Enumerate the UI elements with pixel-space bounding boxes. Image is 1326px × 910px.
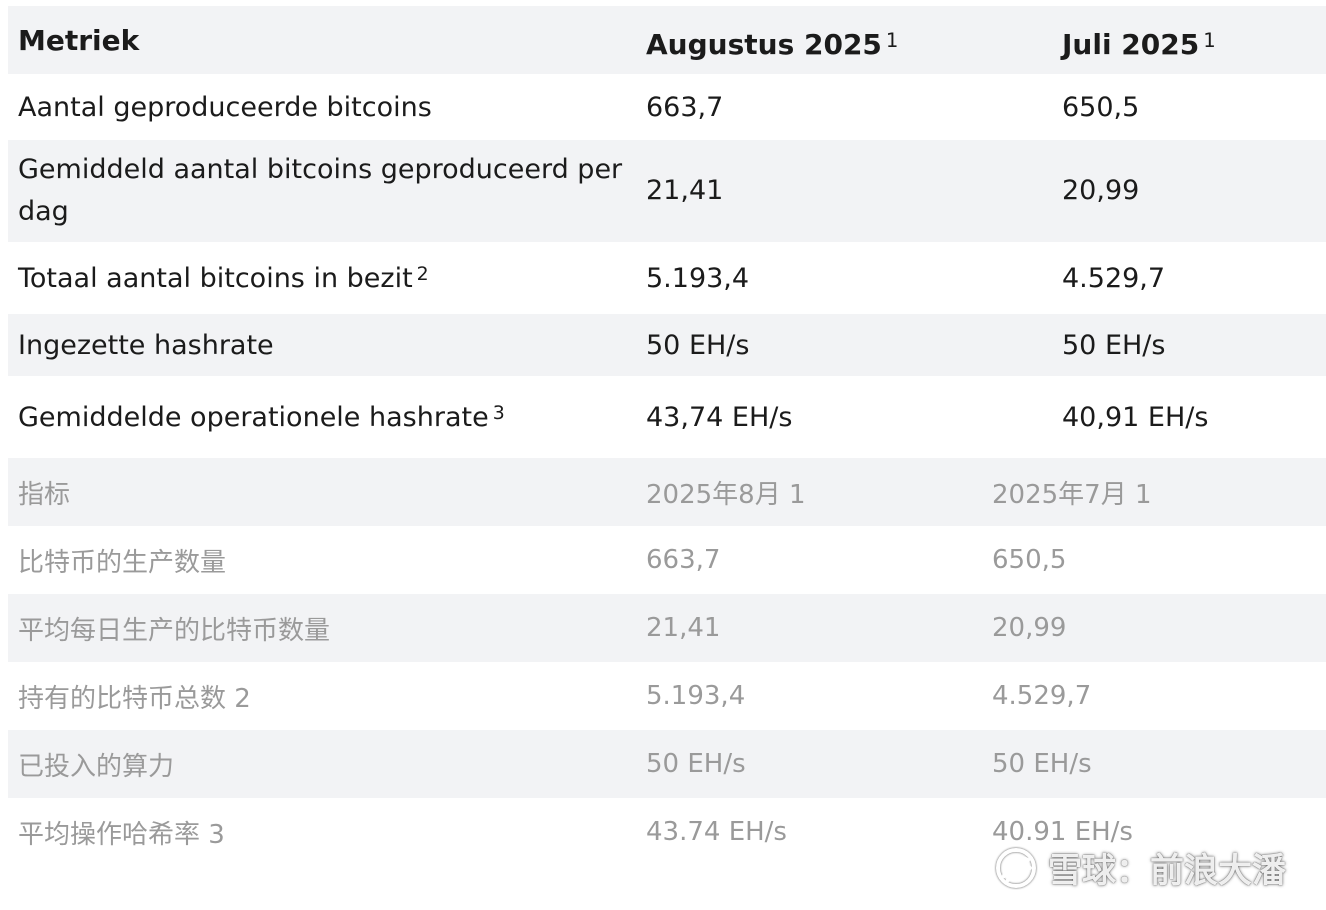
header-july: 2025年7月 1 — [992, 479, 1152, 510]
august-value: 21,41 — [646, 613, 721, 643]
july-value: 4.529,7 — [992, 681, 1092, 711]
august-value: 43,74 EH/s — [646, 401, 793, 433]
july-value: 650,5 — [1062, 91, 1140, 123]
august-value: 43.74 EH/s — [646, 817, 787, 847]
august-value: 5.193,4 — [646, 681, 746, 711]
august-value: 5.193,4 — [646, 262, 750, 294]
july-value: 650,5 — [992, 545, 1067, 575]
august-value: 50 EH/s — [646, 329, 750, 361]
footnote-marker: 1 — [885, 28, 899, 52]
metric-cell: 平均每日生产的比特币数量 — [18, 615, 331, 646]
metric-cell: Totaal aantal bitcoins in bezit 2 — [18, 262, 429, 294]
august-value: 21,41 — [646, 175, 724, 206]
watermark-text: 雪球：前浪大潘 — [1048, 851, 1286, 891]
metric-cell: 持有的比特币总数 2 — [18, 683, 251, 714]
snowball-logo-icon — [994, 846, 1038, 890]
july-value: 20,99 — [1062, 175, 1140, 206]
july-value: 50 EH/s — [992, 749, 1092, 779]
footnote-marker: 1 — [1203, 28, 1216, 52]
july-value: 40,91 EH/s — [1062, 401, 1209, 433]
july-value: 4.529,7 — [1062, 262, 1166, 294]
watermark: 雪球：前浪大潘 — [994, 843, 1286, 892]
table-header-row: Metriek Augustus 2025 1 Juli 2025 1 — [8, 6, 1326, 74]
august-value: 663,7 — [646, 545, 721, 575]
header-august: Augustus 2025 1 — [646, 27, 899, 61]
table-row: 比特币的生产数量 663,7 650,5 — [8, 526, 1326, 594]
table-row: Totaal aantal bitcoins in bezit 2 5.193,4… — [8, 242, 1326, 314]
header-metric: Metriek — [18, 23, 140, 57]
august-value: 663,7 — [646, 91, 724, 123]
metric-cell: Gemiddeld aantal bitcoins geproduceerd p… — [18, 154, 623, 227]
chinese-table: 指标 2025年8月 1 2025年7月 1 比特币的生产数量 663,7 65… — [8, 458, 1326, 866]
table-header-row: 指标 2025年8月 1 2025年7月 1 — [8, 458, 1326, 526]
metric-cell: Aantal geproduceerde bitcoins — [18, 91, 432, 123]
metric-cell: 已投入的算力 — [18, 751, 175, 782]
table-row: 持有的比特币总数 2 5.193,4 4.529,7 — [8, 662, 1326, 730]
footnote-marker: 3 — [492, 401, 505, 424]
dutch-table: Metriek Augustus 2025 1 Juli 2025 1 Aantal… — [8, 6, 1326, 458]
august-value: 50 EH/s — [646, 749, 746, 779]
metric-cell: 平均操作哈希率 3 — [18, 819, 225, 850]
header-august: 2025年8月 1 — [646, 479, 806, 510]
metric-cell: Gemiddelde operationele hashrate 3 — [18, 401, 505, 433]
july-value: 50 EH/s — [1062, 329, 1166, 361]
header-metric: 指标 — [18, 479, 71, 510]
july-value: 20,99 — [992, 613, 1067, 643]
table-row: Ingezette hashrate 50 EH/s 50 EH/s — [8, 314, 1326, 376]
metric-cell: 比特币的生产数量 — [18, 547, 227, 578]
table-row: Gemiddeld aantal bitcoins geproduceerd p… — [8, 140, 1326, 242]
metric-cell: Ingezette hashrate — [18, 329, 274, 361]
table-row: 已投入的算力 50 EH/s 50 EH/s — [8, 730, 1326, 798]
table-row: Aantal geproduceerde bitcoins 663,7 650,… — [8, 74, 1326, 140]
header-july: Juli 2025 1 — [1062, 27, 1216, 61]
footnote-marker: 2 — [416, 262, 429, 285]
table-row: 平均每日生产的比特币数量 21,41 20,99 — [8, 594, 1326, 662]
july-value: 40.91 EH/s — [992, 817, 1133, 847]
metrics-tables: Metriek Augustus 2025 1 Juli 2025 1 Aantal… — [8, 6, 1326, 866]
table-row: Gemiddelde operationele hashrate 3 43,74 … — [8, 376, 1326, 458]
table-row: 平均操作哈希率 3 43.74 EH/s 40.91 EH/s — [8, 798, 1326, 866]
